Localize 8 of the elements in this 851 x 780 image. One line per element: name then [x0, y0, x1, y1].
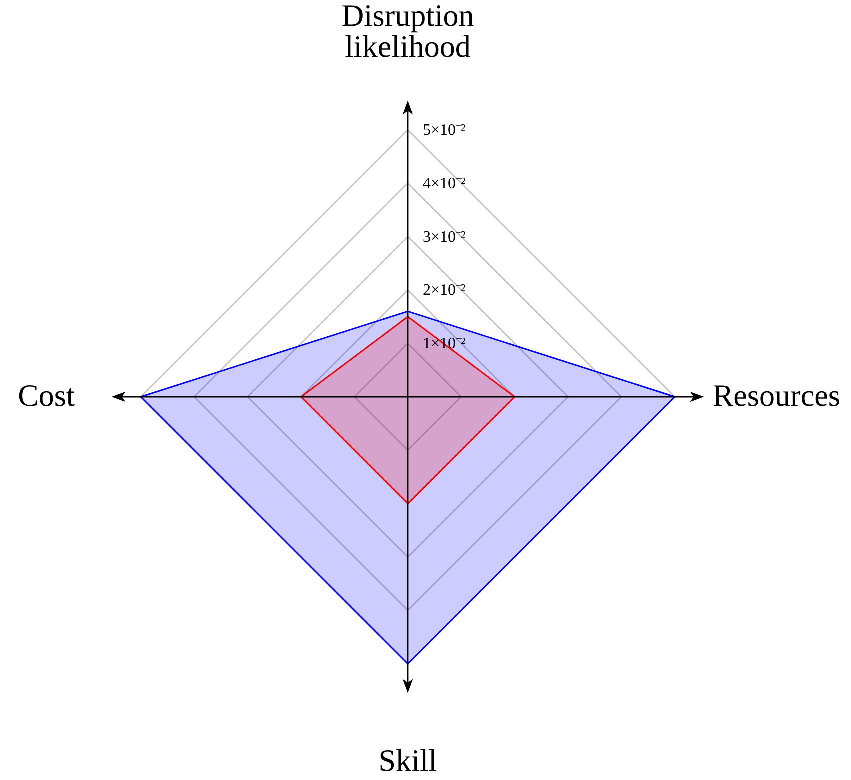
- y-tick-label: 2×10⁻²: [423, 282, 466, 300]
- y-tick-label: 4×10⁻²: [423, 175, 466, 192]
- spoke-label: Cost: [18, 378, 76, 413]
- y-tick-label: 5×10⁻²: [423, 122, 466, 139]
- spoke-label: Resources: [713, 378, 840, 413]
- y-tick-label: 3×10⁻²: [423, 228, 466, 246]
- spoke-label: Skill: [378, 743, 438, 778]
- spoke-label: Disruption likelihood: [342, 0, 475, 64]
